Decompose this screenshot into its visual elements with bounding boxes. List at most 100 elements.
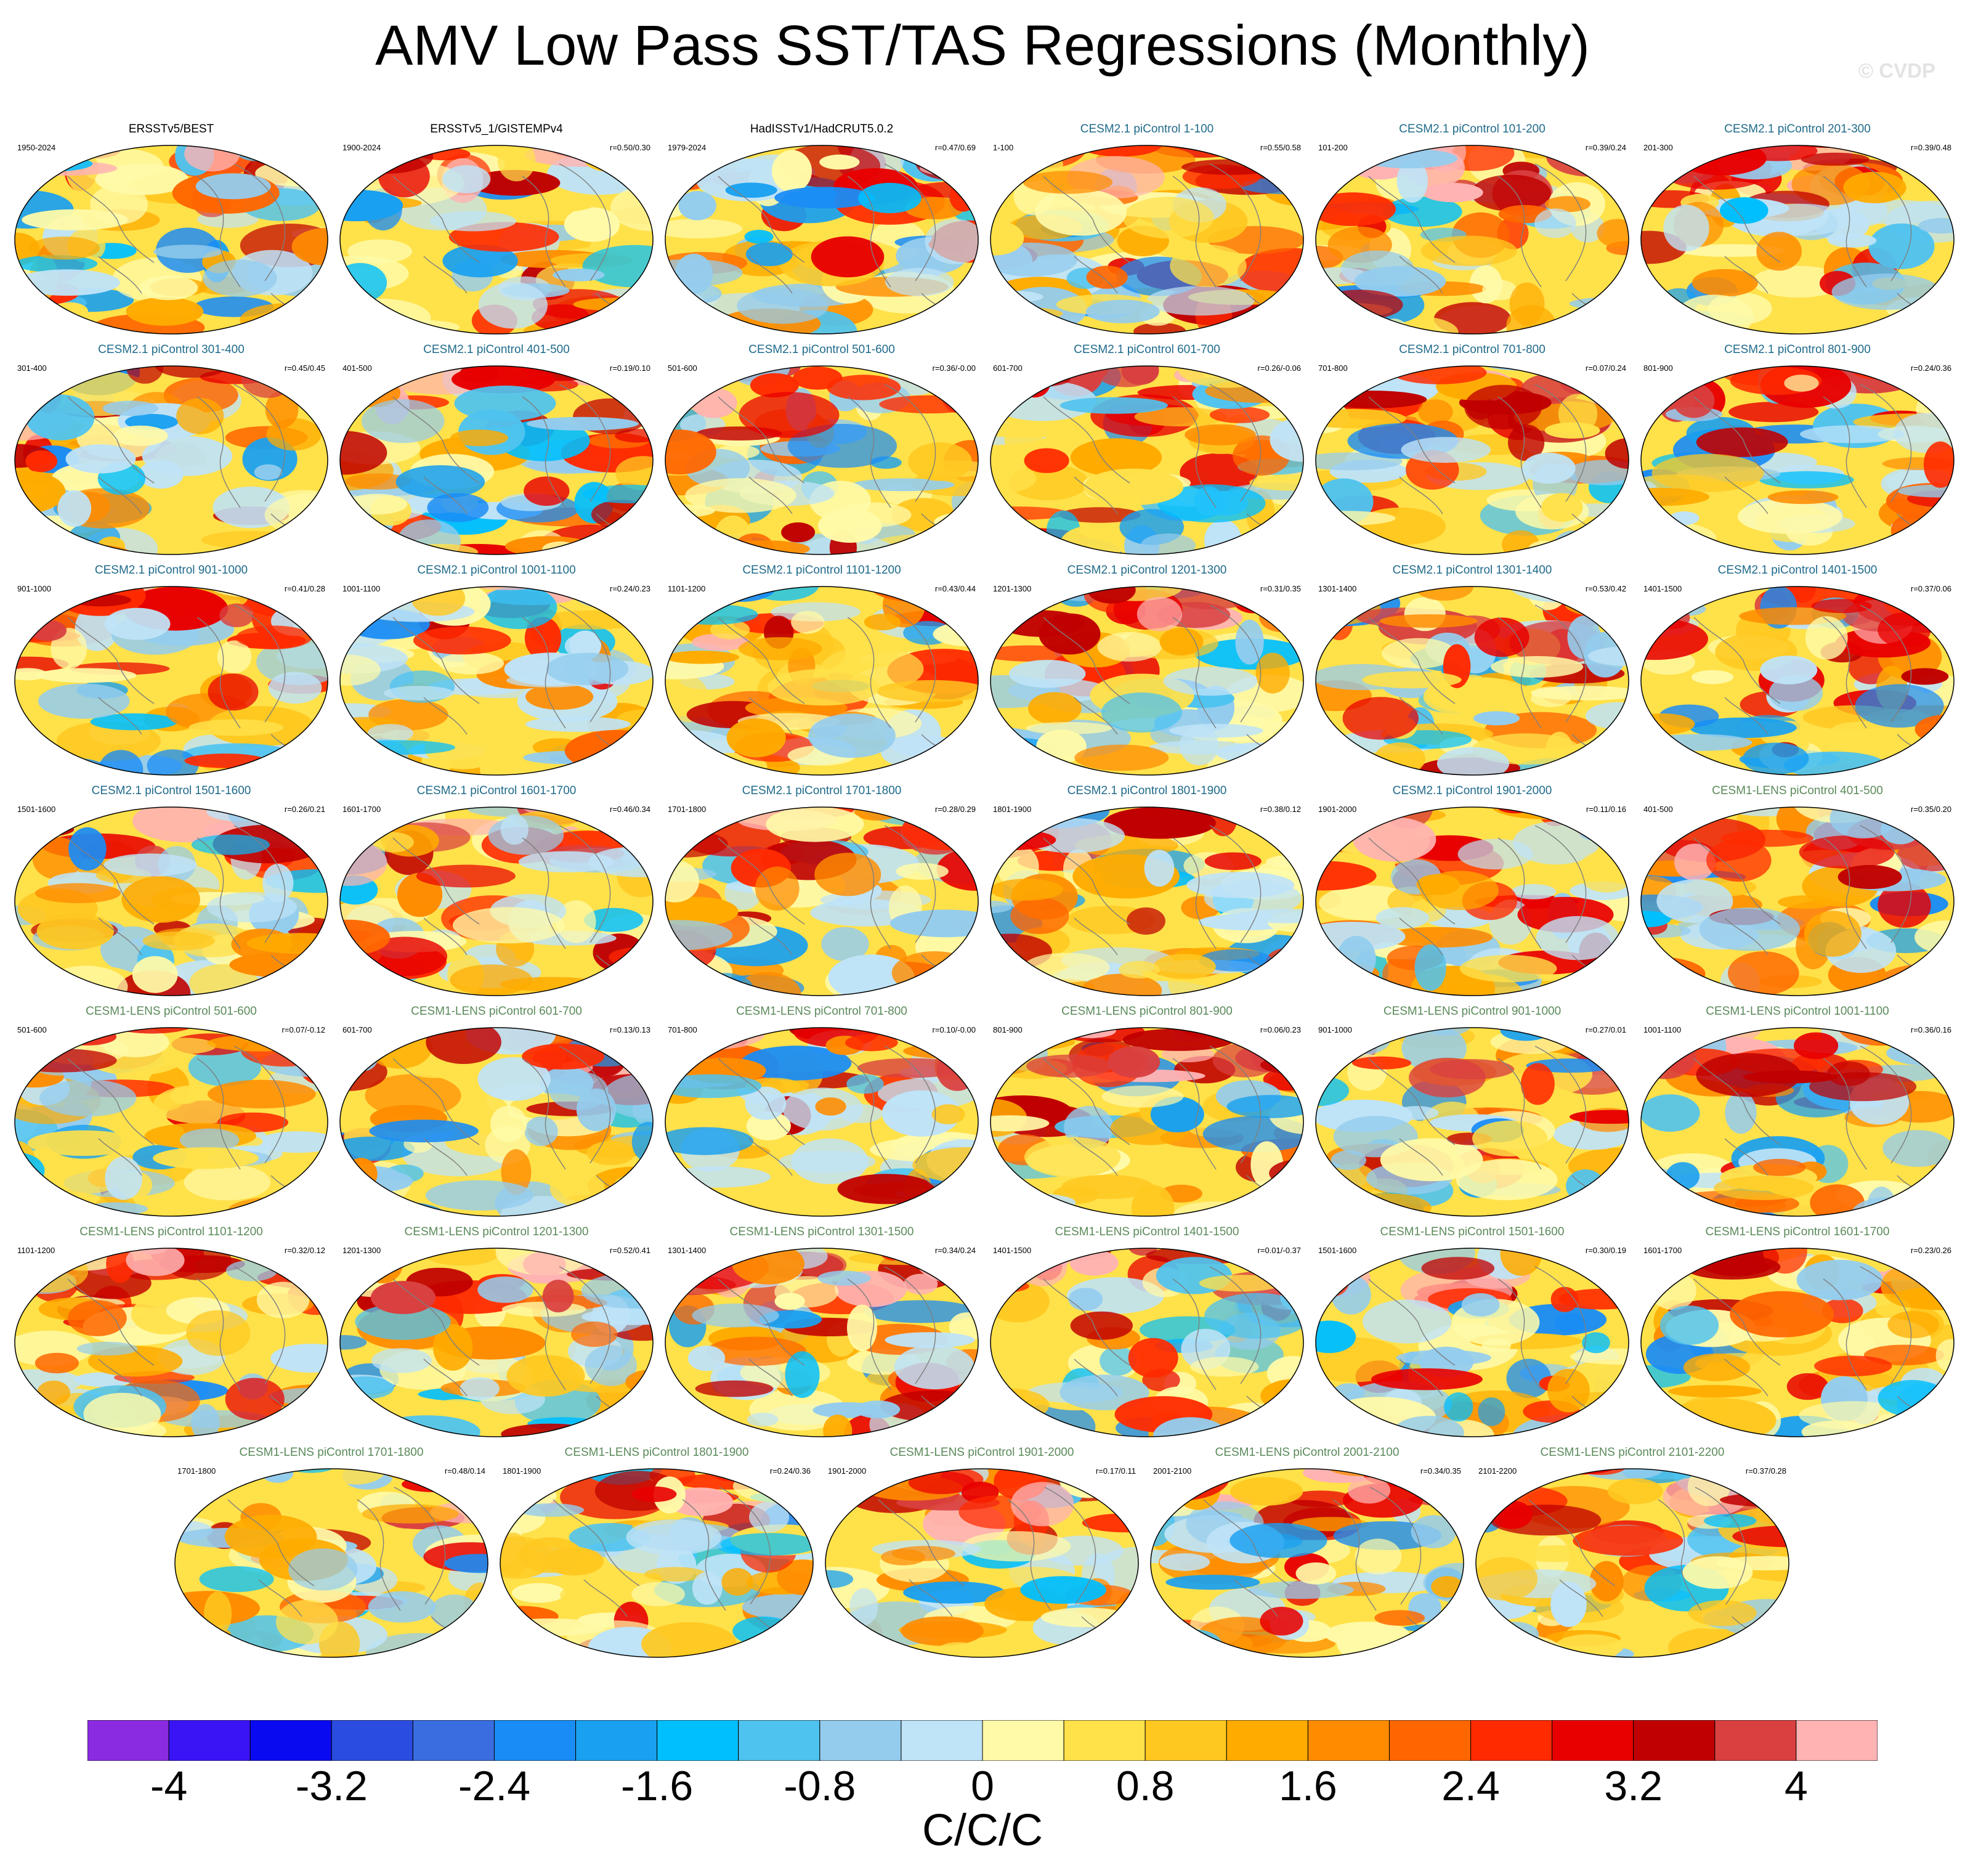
panel-period: 1901-2000 xyxy=(828,1466,867,1476)
regression-map xyxy=(339,1248,654,1437)
regression-map xyxy=(825,1468,1139,1658)
panel-grid: ERSSTv5/BEST 1950-2024 ERSSTv5_1/GISTEMPv4… xyxy=(9,123,1960,1660)
map-panel: CESM1-LENS piControl 401-500 401-500 r=0.3… xyxy=(1635,782,1960,998)
regression-map xyxy=(174,1468,488,1658)
regression-map xyxy=(339,365,654,555)
panel-title: CESM1-LENS piControl 401-500 xyxy=(1712,784,1883,797)
panel-correlation: r=0.06/0.23 xyxy=(1260,1025,1301,1034)
regression-map xyxy=(990,1027,1304,1217)
map-panel: CESM2.1 piControl 901-1000 901-1000 r=0.41… xyxy=(9,562,334,778)
map-panel: CESM2.1 piControl 401-500 401-500 r=0.19/0… xyxy=(334,341,659,557)
map-panel: CESM2.1 piControl 601-700 601-700 r=0.26/-… xyxy=(984,341,1310,557)
regression-map xyxy=(14,1248,328,1437)
panel-title: CESM2.1 piControl 1801-1900 xyxy=(1067,784,1227,797)
map-panel: CESM2.1 piControl 1901-2000 1901-2000 r=0.… xyxy=(1310,782,1635,998)
regression-map xyxy=(1640,365,1955,555)
panel-period: 901-1000 xyxy=(1318,1025,1352,1034)
panel-correlation: r=0.10/-0.00 xyxy=(932,1025,976,1034)
panel-title: ERSSTv5_1/GISTEMPv4 xyxy=(430,123,563,136)
colorbar-swatch xyxy=(1552,1720,1634,1761)
panel-period: 801-900 xyxy=(993,1025,1023,1034)
panel-title: CESM2.1 piControl 1-100 xyxy=(1080,123,1214,136)
panel-title: CESM1-LENS piControl 1401-1500 xyxy=(1055,1225,1239,1238)
colorbar-tick-label: 0 xyxy=(971,1763,994,1809)
map-panel: CESM1-LENS piControl 2101-2200 2101-2200 r… xyxy=(1470,1444,1795,1660)
panel-title: CESM2.1 piControl 301-400 xyxy=(98,343,245,356)
colorbar-swatch xyxy=(1063,1720,1146,1761)
panel-title: CESM2.1 piControl 1301-1400 xyxy=(1392,564,1552,577)
map-panel: CESM2.1 piControl 1101-1200 1101-1200 r=0.… xyxy=(659,562,984,778)
colorbar-swatch xyxy=(1307,1720,1390,1761)
panel-period: 1201-1300 xyxy=(993,584,1032,593)
panel-title: CESM2.1 piControl 101-200 xyxy=(1399,123,1546,136)
panel-period: 1301-1400 xyxy=(1318,584,1357,593)
regression-map xyxy=(665,365,979,555)
regression-map xyxy=(665,1027,979,1217)
colorbar-swatch xyxy=(493,1720,577,1761)
colorbar-swatch xyxy=(1470,1720,1553,1761)
regression-map xyxy=(339,1027,654,1217)
colorbar-tick-label: -3.2 xyxy=(295,1763,368,1809)
panel-title: CESM2.1 piControl 1501-1600 xyxy=(91,784,251,797)
map-panel: CESM2.1 piControl 1301-1400 1301-1400 r=0.… xyxy=(1310,562,1635,778)
colorbar-labels: -4 -3.2 -2.4 -1.6 -0.8 0 0.8 1.6 2.4 3.2 4 xyxy=(0,1762,1965,1811)
panel-title: ERSSTv5/BEST xyxy=(128,123,214,136)
map-panel: CESM1-LENS piControl 801-900 801-900 r=0.0… xyxy=(984,1003,1310,1219)
map-panel: CESM2.1 piControl 1201-1300 1201-1300 r=0.… xyxy=(984,562,1310,778)
panel-title: CESM1-LENS piControl 2101-2200 xyxy=(1540,1446,1725,1459)
map-panel: CESM1-LENS piControl 1801-1900 1801-1900 r… xyxy=(494,1444,819,1660)
panel-title: CESM1-LENS piControl 501-600 xyxy=(86,1005,257,1018)
panel-title: CESM1-LENS piControl 2001-2100 xyxy=(1215,1446,1400,1459)
colorbar-swatch xyxy=(249,1720,332,1761)
panel-period: 1101-1200 xyxy=(668,584,706,593)
panel-period: 501-600 xyxy=(668,363,697,373)
regression-map xyxy=(665,586,979,776)
panel-period: 601-700 xyxy=(342,1025,372,1034)
regression-map xyxy=(14,365,328,555)
panel-correlation: r=0.50/0.30 xyxy=(609,143,650,152)
regression-map xyxy=(1640,806,1955,996)
panel-correlation: r=0.53/0.42 xyxy=(1585,584,1626,593)
colorbar-tick-label: -4 xyxy=(150,1763,188,1809)
panel-title: CESM2.1 piControl 1001-1100 xyxy=(417,564,576,577)
colorbar-swatch xyxy=(1796,1720,1878,1761)
map-panel: CESM1-LENS piControl 901-1000 901-1000 r=0… xyxy=(1310,1003,1635,1219)
panel-period: 401-500 xyxy=(1643,805,1673,814)
panel-period: 1501-1600 xyxy=(17,805,56,814)
panel-correlation: r=0.37/0.28 xyxy=(1745,1466,1786,1476)
panel-correlation: r=0.46/0.34 xyxy=(609,805,650,814)
panel-correlation: r=0.39/0.24 xyxy=(1585,143,1626,152)
panel-title: CESM2.1 piControl 1601-1700 xyxy=(416,784,577,797)
regression-map xyxy=(1640,1248,1955,1437)
map-panel: CESM2.1 piControl 1501-1600 1501-1600 r=0.… xyxy=(9,782,334,998)
panel-correlation: r=0.41/0.28 xyxy=(284,584,325,593)
map-panel: CESM1-LENS piControl 1101-1200 1101-1200 r… xyxy=(9,1224,334,1439)
colorbar-swatch xyxy=(331,1720,413,1761)
panel-correlation: r=0.36/-0.00 xyxy=(932,363,976,373)
panel-correlation: r=0.36/0.16 xyxy=(1910,1025,1951,1034)
regression-map xyxy=(500,1468,814,1658)
regression-map xyxy=(14,806,328,996)
colorbar-swatch xyxy=(1226,1720,1308,1761)
panel-correlation: r=0.01/-0.37 xyxy=(1257,1246,1301,1255)
regression-map xyxy=(1640,145,1955,335)
panel-correlation: r=0.30/0.19 xyxy=(1585,1246,1626,1255)
panel-title: CESM1-LENS piControl 801-900 xyxy=(1061,1005,1233,1018)
panel-correlation: r=0.34/0.35 xyxy=(1420,1466,1461,1476)
panel-title: CESM1-LENS piControl 901-1000 xyxy=(1383,1005,1562,1018)
map-panel: CESM2.1 piControl 701-800 701-800 r=0.07/0… xyxy=(1310,341,1635,557)
panel-title: CESM2.1 piControl 401-500 xyxy=(423,343,570,356)
panel-correlation: r=0.27/0.01 xyxy=(1585,1025,1626,1034)
colorbar-swatch xyxy=(982,1720,1064,1761)
map-panel: CESM2.1 piControl 301-400 301-400 r=0.45/0… xyxy=(9,341,334,557)
panel-correlation: r=0.43/0.44 xyxy=(934,584,976,593)
map-panel: CESM1-LENS piControl 701-800 701-800 r=0.1… xyxy=(659,1003,984,1219)
map-panel: CESM2.1 piControl 1401-1500 1401-1500 r=0.… xyxy=(1635,562,1960,778)
panel-correlation: r=0.45/0.45 xyxy=(284,363,325,373)
panel-period: 1601-1700 xyxy=(1643,1246,1682,1255)
colorbar-swatch xyxy=(87,1720,169,1761)
panel-title: HadISSTv1/HadCRUT5.0.2 xyxy=(750,123,894,136)
colorbar-tick-label: -1.6 xyxy=(621,1763,694,1809)
colorbar-swatch xyxy=(1388,1720,1472,1761)
panel-correlation: r=0.17/0.11 xyxy=(1095,1466,1136,1476)
